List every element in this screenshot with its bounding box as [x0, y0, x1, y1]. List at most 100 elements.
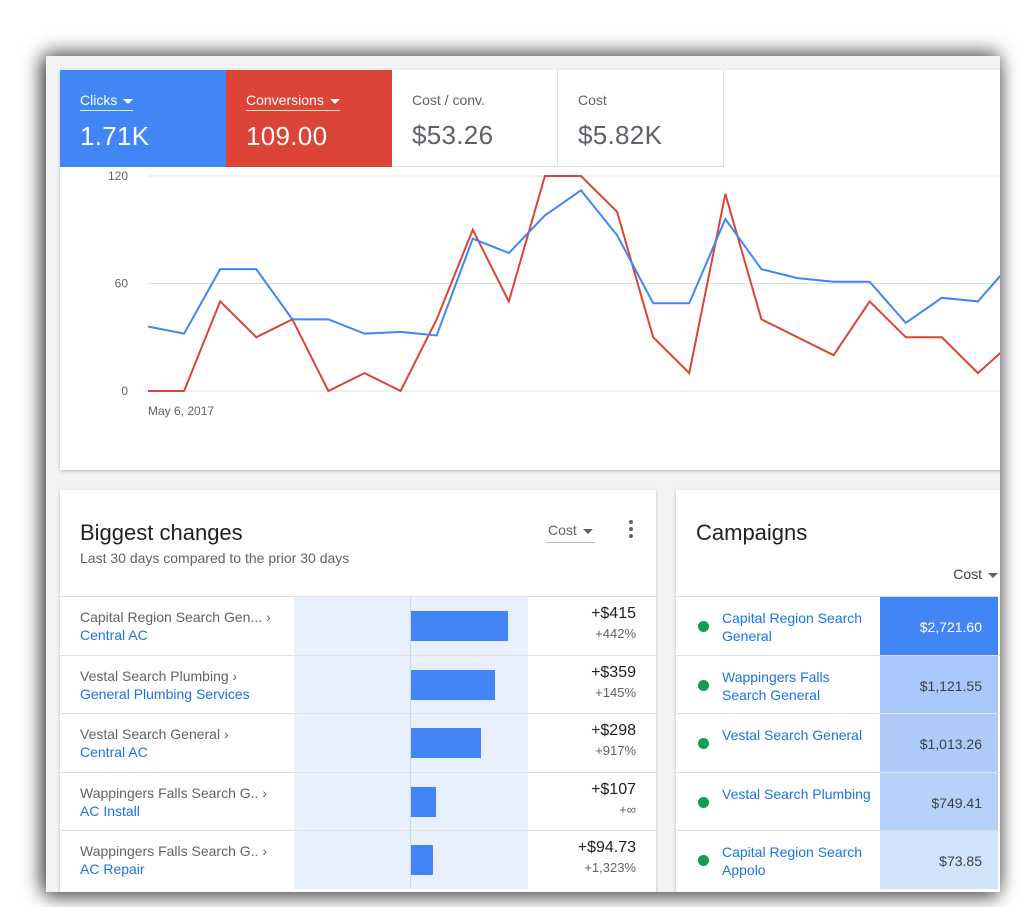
ad-group-link[interactable]: Central AC — [80, 627, 148, 643]
biggest-changes-subtitle: Last 30 days compared to the prior 30 da… — [80, 550, 350, 566]
change-value: +$359 — [591, 663, 636, 681]
change-amount: +$107 +∞ — [591, 781, 636, 817]
ad-group-link[interactable]: General Plumbing Services — [80, 685, 250, 702]
campaign-cost: $2,721.60 — [880, 597, 998, 655]
campaign-link[interactable]: Wappingers Falls Search General — [722, 668, 830, 703]
biggest-changes-title: Biggest changes — [80, 520, 243, 545]
change-bar-area — [294, 597, 528, 655]
change-value: +$298 — [591, 722, 636, 740]
metric-cost-per-conv[interactable]: Cost / conv. $53.26 — [392, 70, 558, 167]
change-amount: +$94.73 +1,323% — [578, 839, 636, 875]
performance-chart-card: Clicks 1.71K Conversions 109.00 Cost / c… — [60, 70, 1000, 470]
change-amount: +$298 +917% — [591, 722, 636, 758]
campaigns-list: Capital Region Search General $2,721.60 Wa… — [676, 596, 1000, 889]
table-row[interactable]: Capital Region Search General $2,721.60 — [676, 596, 1000, 655]
metric-clicks-selector[interactable]: Clicks — [80, 92, 134, 111]
campaign-cost: $749.41 — [880, 772, 998, 831]
change-bar — [411, 611, 508, 641]
campaign-name: Vestal Search General › — [80, 726, 229, 743]
change-bar — [411, 728, 481, 759]
change-amount: +$359 +145% — [591, 664, 636, 700]
zero-axis — [410, 772, 411, 831]
list-item[interactable]: Vestal Search Plumbing › General Plumbing… — [60, 654, 656, 714]
table-row[interactable]: Vestal Search Plumbing $749.41 — [676, 771, 1000, 831]
y-tick-label: 120 — [108, 169, 128, 183]
changes-list: Capital Region Search Gen... › Central AC… — [60, 596, 656, 889]
status-enabled-icon — [698, 855, 709, 867]
table-row[interactable]: Wappingers Falls Search General $1,121.55 — [676, 654, 1000, 714]
metric-conversions-label: Conversions — [246, 92, 324, 108]
change-percent: +145% — [595, 684, 636, 700]
zero-axis — [410, 597, 411, 655]
metric-cost-per-conv-label: Cost / conv. — [412, 92, 485, 108]
campaign-name: Wappingers Falls Search G.. › — [80, 843, 267, 860]
line-chart: 0 60 120 May 6, 2017 — [60, 167, 1000, 470]
campaign-name: Capital Region Search Gen... › — [80, 609, 271, 625]
ad-group-link[interactable]: Central AC — [80, 744, 148, 761]
change-text: Wappingers Falls Search G.. › AC Install — [80, 785, 292, 819]
campaign-link[interactable]: Vestal Search General — [722, 727, 863, 744]
series-line-clicks — [147, 188, 1000, 337]
metric-clicks-value: 1.71K — [80, 121, 150, 151]
table-row[interactable]: Vestal Search General $1,013.26 — [676, 713, 1000, 772]
status-enabled-icon — [698, 796, 709, 808]
campaign-name: Vestal Search Plumbing › — [80, 667, 238, 684]
list-item[interactable]: Wappingers Falls Search G.. › AC Repair +$… — [60, 830, 656, 889]
list-item[interactable]: Wappingers Falls Search G.. › AC Install +… — [60, 771, 656, 831]
campaign-cost: $1,121.55 — [880, 655, 998, 714]
change-percent: +917% — [595, 743, 636, 759]
table-row[interactable]: Capital Region Search Appolo $73.85 — [676, 830, 1000, 889]
chevron-down-icon — [988, 572, 998, 578]
cost-column-header[interactable]: Cost — [953, 566, 998, 582]
ad-group-link[interactable]: AC Repair — [80, 861, 145, 878]
zero-axis — [410, 714, 411, 772]
change-bar-area — [294, 714, 528, 772]
zero-axis — [410, 831, 411, 889]
change-percent: +1,323% — [584, 860, 636, 876]
sort-metric-label: Cost — [548, 522, 577, 538]
change-text: Vestal Search Plumbing › General Plumbing… — [80, 668, 292, 702]
metric-clicks[interactable]: Clicks 1.71K — [60, 70, 226, 167]
chevron-down-icon — [582, 528, 593, 534]
change-bar — [411, 669, 495, 700]
sort-metric-dropdown[interactable]: Cost — [546, 522, 595, 543]
change-text: Vestal Search General › Central AC — [80, 726, 292, 760]
cost-column-label: Cost — [953, 566, 982, 582]
change-bar-area — [294, 831, 528, 889]
campaign-link[interactable]: Vestal Search Plumbing — [722, 785, 871, 802]
ad-group-link[interactable]: AC Install — [80, 802, 140, 819]
metric-cost-label: Cost — [578, 92, 607, 108]
metric-cost-per-conv-value: $53.26 — [412, 120, 494, 150]
metric-conversions-selector[interactable]: Conversions — [246, 92, 340, 111]
x-tick-label: May 6, 2017 — [148, 404, 214, 418]
status-enabled-icon — [698, 621, 709, 632]
campaign-link[interactable]: Capital Region Search General — [722, 610, 863, 644]
change-bar — [411, 786, 436, 817]
metric-cost[interactable]: Cost $5.82K — [558, 70, 724, 167]
campaigns-card: Campaigns Cost Capital Region Search Gen… — [676, 490, 1000, 892]
status-enabled-icon — [698, 679, 709, 691]
change-percent: +442% — [595, 626, 636, 641]
chevron-down-icon — [123, 98, 134, 104]
list-item[interactable]: Capital Region Search Gen... › Central AC… — [60, 596, 656, 655]
change-bar-area — [294, 655, 528, 714]
change-percent: +∞ — [619, 801, 636, 817]
list-item[interactable]: Vestal Search General › Central AC +$298 +9… — [60, 713, 656, 772]
change-text: Wappingers Falls Search G.. › AC Repair — [80, 843, 292, 877]
change-text: Capital Region Search Gen... › Central AC — [80, 609, 292, 643]
status-enabled-icon — [698, 738, 709, 750]
change-bar-area — [294, 772, 528, 831]
change-amount: +$415 +442% — [591, 605, 636, 641]
change-value: +$107 — [591, 780, 636, 798]
metric-conversions[interactable]: Conversions 109.00 — [226, 70, 392, 167]
more-vert-icon[interactable] — [626, 518, 636, 542]
campaign-link[interactable]: Capital Region Search Appolo — [722, 844, 863, 879]
metric-conversions-value: 109.00 — [246, 121, 328, 151]
campaigns-title: Campaigns — [696, 520, 808, 545]
change-value: +$94.73 — [577, 839, 636, 857]
change-value: +$415 — [591, 605, 636, 622]
metric-clicks-label: Clicks — [80, 92, 118, 108]
campaign-cost: $73.85 — [880, 831, 998, 889]
biggest-changes-card: Biggest changes Last 30 days compared to… — [60, 490, 656, 892]
line-chart-svg: 0 60 120 May 6, 2017 — [108, 169, 1000, 418]
